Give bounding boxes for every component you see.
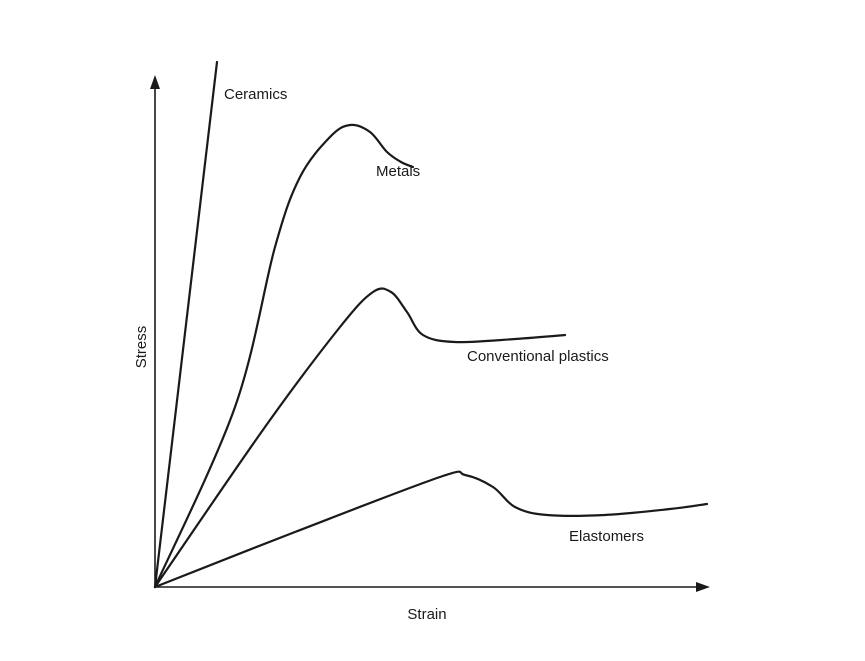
series-curves (153, 60, 709, 589)
curve-ceramics (153, 60, 219, 589)
x-axis-arrow (696, 582, 710, 592)
series-labels: Ceramics Metals Conventional plastics Elast… (224, 86, 644, 545)
x-axis-label: Strain (407, 606, 446, 623)
label-elastomers: Elastomers (569, 528, 644, 545)
label-ceramics: Ceramics (224, 86, 287, 103)
axes (150, 75, 710, 592)
label-conventional-plastics: Conventional plastics (467, 348, 609, 365)
y-axis-arrow (150, 75, 160, 89)
y-axis-label: Stress (133, 326, 150, 369)
curve-elastomers (153, 470, 709, 589)
curve-conventional-plastics (153, 287, 567, 589)
curve-metals (153, 123, 415, 589)
label-metals: Metals (376, 163, 420, 180)
